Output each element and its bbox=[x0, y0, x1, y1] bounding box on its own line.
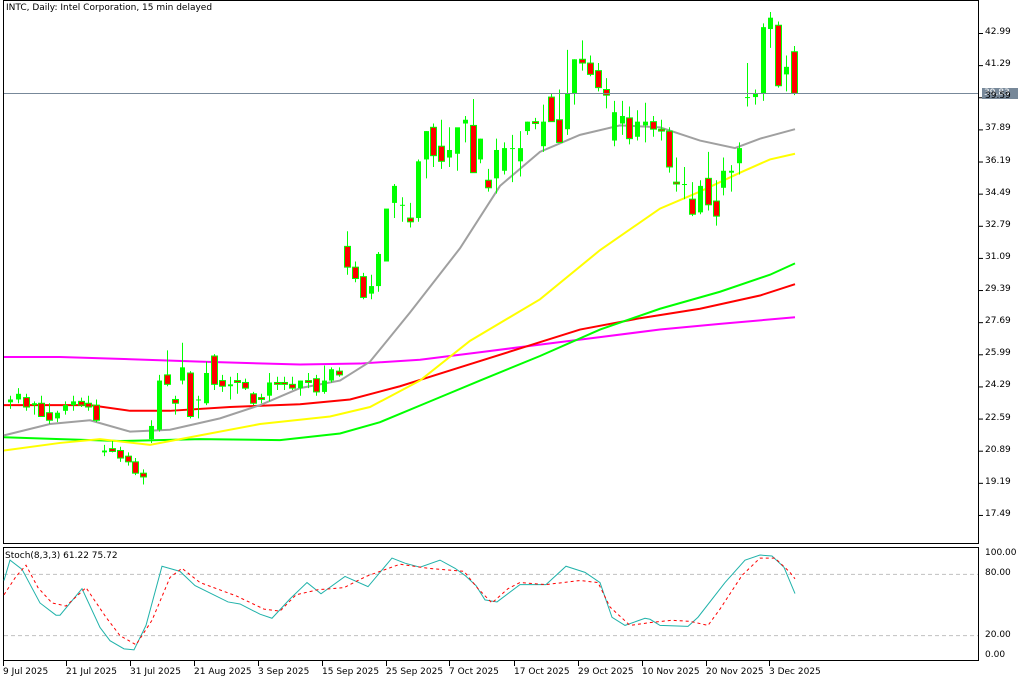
price-tick-label: 19.19 bbox=[985, 476, 1011, 487]
stoch-level-label: 0.00 bbox=[985, 650, 1006, 660]
stoch-indicator-title: Stoch(8,3,3) 61.22 75.72 bbox=[5, 551, 118, 561]
time-tick-label: 9 Jul 2025 bbox=[3, 667, 49, 677]
time-axis-ticks bbox=[3, 661, 770, 666]
price-tick-label: 34.49 bbox=[985, 187, 1011, 198]
stoch-level-label: 20.00 bbox=[985, 629, 1011, 640]
time-tick-label: 31 Jul 2025 bbox=[130, 667, 181, 677]
time-tick-label: 21 Jul 2025 bbox=[66, 667, 117, 677]
time-tick-label: 29 Oct 2025 bbox=[578, 667, 634, 677]
price-tick-label: 29.39 bbox=[985, 284, 1011, 295]
price-axis-ticks bbox=[979, 33, 983, 516]
time-tick-label: 25 Sep 2025 bbox=[386, 667, 444, 677]
price-tick-label: 41.29 bbox=[985, 59, 1011, 70]
moving-averages bbox=[3, 124, 796, 452]
price-tick-label: 31.09 bbox=[985, 251, 1011, 262]
stoch-lines bbox=[3, 554, 978, 651]
time-tick-label: 3 Dec 2025 bbox=[769, 667, 821, 677]
price-tick-label: 36.19 bbox=[985, 155, 1011, 166]
candlesticks bbox=[8, 12, 798, 485]
price-tick-label: 17.49 bbox=[985, 508, 1011, 519]
price-tick-label: 24.29 bbox=[985, 380, 1011, 391]
stoch-level-label: 100.00 bbox=[985, 548, 1017, 558]
main-pane-frame bbox=[3, 0, 979, 544]
time-tick-label: 7 Oct 2025 bbox=[449, 667, 499, 677]
stoch-pane-frame bbox=[3, 547, 979, 661]
time-tick-label: 3 Sep 2025 bbox=[258, 667, 310, 677]
price-tick-label: 39.59 bbox=[985, 91, 1011, 102]
price-tick-label: 22.59 bbox=[985, 412, 1011, 423]
price-tick-label: 25.99 bbox=[985, 348, 1011, 359]
price-tick-label: 32.79 bbox=[985, 219, 1011, 230]
price-tick-label: 37.89 bbox=[985, 123, 1011, 134]
price-tick-label: 27.69 bbox=[985, 316, 1011, 327]
chart-title: INTC, Daily: Intel Corporation, 15 min d… bbox=[6, 3, 213, 13]
price-tick-label: 20.89 bbox=[985, 444, 1011, 455]
time-tick-label: 21 Aug 2025 bbox=[194, 667, 252, 677]
current-price-label: 39.83 bbox=[982, 88, 1018, 99]
time-tick-label: 17 Oct 2025 bbox=[514, 667, 570, 677]
time-tick-label: 15 Sep 2025 bbox=[322, 667, 380, 677]
time-tick-label: 10 Nov 2025 bbox=[642, 667, 700, 677]
price-tick-label: 42.99 bbox=[985, 27, 1011, 37]
time-tick-label: 20 Nov 2025 bbox=[706, 667, 764, 677]
stoch-level-label: 80.00 bbox=[985, 568, 1011, 579]
